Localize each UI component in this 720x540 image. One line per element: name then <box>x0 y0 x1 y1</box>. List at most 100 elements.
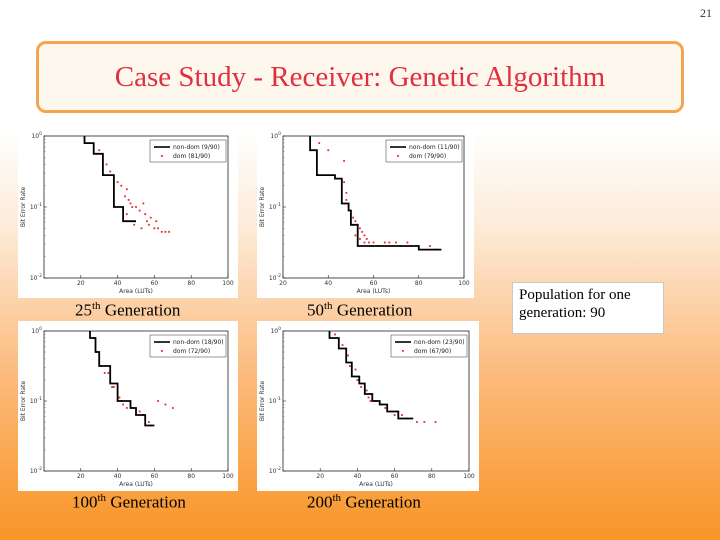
x-tick-label: 100 <box>458 280 470 287</box>
chart-200th-generation: 20 40 60 80 100 100 10-1 10-2 Area (LUTs) Bit Err… <box>259 326 475 488</box>
legend-label-nondom: non-dom (23/90) <box>414 339 465 346</box>
legend-marker-dom <box>161 155 163 157</box>
x-tick-label: 100 <box>222 473 234 480</box>
dominated-point <box>423 421 426 423</box>
dominated-point <box>168 230 171 233</box>
x-tick-label: 100 <box>222 280 234 287</box>
dominated-point <box>107 372 110 374</box>
dominated-point <box>334 333 336 336</box>
non-dominated-front <box>89 331 155 427</box>
caption-number: 25 <box>75 300 92 320</box>
dominated-point <box>147 223 150 226</box>
chart-panel-25th: 20 40 60 80 100 100 10-1 10-2 Area (LUTs) Bit Err… <box>18 126 238 298</box>
dominated-point <box>111 386 113 388</box>
chart-100th-generation: 20 40 60 80 100 100 10-1 10-2 Area (LUTs) Bit Err… <box>20 326 234 488</box>
y-tick-label: 10-2 <box>30 273 42 282</box>
x-tick-label: 80 <box>415 280 423 287</box>
dominated-point <box>372 241 375 244</box>
dominated-point <box>125 188 128 191</box>
dominated-point <box>116 181 119 184</box>
y-tick-label: 10-1 <box>30 396 42 405</box>
x-tick-label: 100 <box>463 473 475 480</box>
dominated-point <box>359 227 361 230</box>
legend-box <box>390 334 468 358</box>
dominated-point <box>365 389 368 392</box>
chart-panel-50th: 20 40 60 80 100 100 10-1 10-2 Area (LUTs) Bit Err… <box>257 126 474 298</box>
legend-label-dom: dom (67/90) <box>414 348 451 355</box>
caption-text: Generation <box>332 300 413 320</box>
dominated-point <box>142 202 145 205</box>
dominated-point <box>361 230 364 233</box>
dominated-point <box>388 241 391 244</box>
legend-label-dom: dom (79/90) <box>409 153 446 160</box>
dominated-point <box>124 195 126 198</box>
dominated-point <box>347 354 349 357</box>
y-axis-label: Bit Error Rate <box>20 381 27 422</box>
dominated-point <box>140 227 143 230</box>
y-tick-label: 10-1 <box>269 396 281 405</box>
population-note: Population for one generation: 90 <box>512 282 664 334</box>
caption-number: 200 <box>307 492 333 512</box>
dominated-point <box>157 400 159 402</box>
caption-text: Generation <box>106 492 186 512</box>
dominated-point <box>105 163 108 166</box>
x-tick-label: 80 <box>187 473 195 480</box>
dominated-point <box>318 142 321 144</box>
dominated-point <box>144 213 147 215</box>
legend-label-dom: dom (72/90) <box>173 348 210 355</box>
caption-text: Generation <box>341 492 421 512</box>
y-axis-label: Bit Error Rate <box>259 381 266 422</box>
dominated-point <box>146 220 148 223</box>
x-tick-label: 40 <box>114 473 122 480</box>
chart-50th-generation: 20 40 60 80 100 100 10-1 10-2 Area (LUTs) Bit Err… <box>259 131 470 295</box>
dominated-point <box>157 227 159 230</box>
dominated-point <box>363 241 366 244</box>
caption-number: 50 <box>307 300 324 320</box>
dominated-point <box>138 410 141 413</box>
dominated-point <box>164 403 167 406</box>
dominated-point <box>120 184 123 187</box>
legend-box <box>149 139 227 163</box>
chart-25th-generation: 20 40 60 80 100 100 10-1 10-2 Area (LUTs) Bit Err… <box>20 131 234 295</box>
legend-label-nondom: non-dom (11/90) <box>409 144 460 151</box>
x-tick-label: 40 <box>324 280 332 287</box>
y-tick-label: 100 <box>270 326 281 335</box>
chart-panel-100th: 20 40 60 80 100 100 10-1 10-2 Area (LUTs) Bit Err… <box>18 321 238 491</box>
dominated-point <box>416 421 418 423</box>
dominated-point <box>345 199 348 201</box>
caption-200th-generation: 200th Generation <box>307 492 421 513</box>
x-tick-label: 20 <box>77 473 85 480</box>
y-axis-label: Bit Error Rate <box>259 187 266 228</box>
caption-suffix: th <box>332 492 342 504</box>
x-tick-label: 80 <box>187 280 195 287</box>
x-tick-label: 60 <box>391 473 399 480</box>
legend-box <box>385 139 463 163</box>
chart-panel-200th: 20 40 60 80 100 100 10-1 10-2 Area (LUTs) Bit Err… <box>257 321 479 491</box>
x-axis-label: Area (LUTs) <box>359 481 393 488</box>
legend-marker-dom <box>397 155 399 157</box>
x-tick-label: 80 <box>428 473 436 480</box>
dominated-point <box>367 396 370 399</box>
caption-number: 100 <box>72 492 98 512</box>
dominated-point <box>363 234 366 237</box>
y-tick-label: 10-2 <box>269 466 281 475</box>
dominated-point <box>138 209 141 212</box>
caption-suffix: th <box>324 300 333 312</box>
caption-25th-generation: 25th Generation <box>75 300 180 321</box>
x-tick-label: 40 <box>114 280 122 287</box>
title-box: Case Study - Receiver: Genetic Algorithm <box>36 41 684 113</box>
dominated-point <box>383 241 386 244</box>
y-tick-label: 100 <box>31 131 42 140</box>
legend-label-nondom: non-dom (18/90) <box>173 339 224 346</box>
x-axis-label: Area (LUTs) <box>119 288 153 295</box>
slide-number: 21 <box>700 6 712 20</box>
dominated-point <box>155 220 158 223</box>
dominated-point <box>127 199 130 201</box>
caption-suffix: th <box>92 300 101 312</box>
x-axis-label: Area (LUTs) <box>357 288 391 295</box>
y-tick-label: 10-1 <box>30 202 42 211</box>
dominated-point <box>356 379 359 381</box>
x-tick-label: 20 <box>77 280 85 287</box>
dominated-point <box>369 400 372 402</box>
dominated-point <box>393 414 396 416</box>
